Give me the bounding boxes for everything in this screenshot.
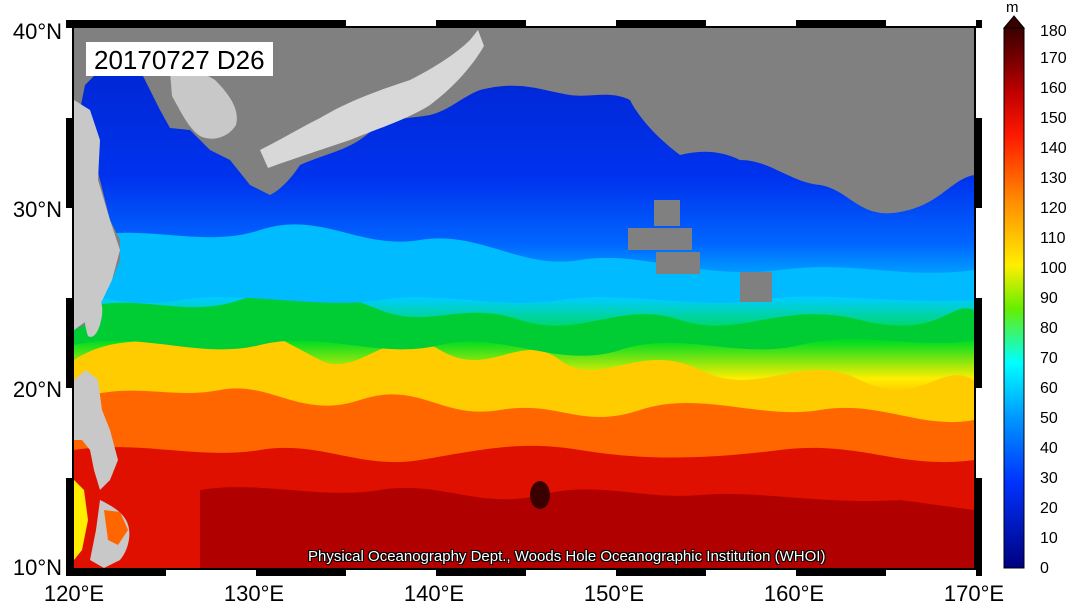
colorbar-tick: 150	[1040, 110, 1067, 127]
colorbar-tick: 10	[1040, 530, 1058, 547]
colorbar-tick: 50	[1040, 410, 1058, 427]
colorbar-tick: 110	[1040, 230, 1066, 247]
date-variable-label: 20170727 D26	[86, 42, 273, 76]
colorbar-tick: 160	[1040, 80, 1067, 97]
colorbar-tick: 80	[1040, 320, 1058, 337]
colorbar-tick: 70	[1040, 350, 1058, 367]
colorbar-tick: 120	[1040, 200, 1067, 217]
lon-label-140e: 140°E	[403, 581, 465, 606]
colorbar-tick: 20	[1040, 500, 1058, 517]
colorbar-tick: 0	[1040, 560, 1049, 577]
lon-label-160e: 160°E	[763, 581, 825, 606]
colorbar-tick: 180	[1040, 23, 1067, 40]
colorbar-tick: 170	[1040, 50, 1067, 67]
colorbar-tick: 140	[1040, 140, 1067, 157]
colorbar-tick: 100	[1040, 260, 1067, 277]
colorbar-tick: 130	[1040, 170, 1067, 187]
colorbar-tick: 60	[1040, 380, 1058, 397]
colorbar-tick: 30	[1040, 470, 1058, 487]
colorbar	[1002, 15, 1026, 569]
credit-text: Physical Oceanography Dept., Woods Hole …	[308, 548, 826, 565]
colorbar-tick: 40	[1040, 440, 1058, 457]
lon-label-170e: 170°E	[943, 581, 1005, 606]
lat-label-30n: 30°N	[12, 197, 62, 222]
colorbar-tick: 90	[1040, 290, 1058, 307]
colorbar-unit: m	[1006, 0, 1019, 16]
lon-label-150e: 150°E	[583, 581, 645, 606]
land-mask	[74, 28, 974, 568]
lat-label-10n: 10°N	[12, 555, 62, 580]
frame-ticks	[66, 20, 982, 576]
lat-label-40n: 40°N	[12, 19, 62, 44]
lon-label-130e: 130°E	[223, 581, 285, 606]
lon-label-120e: 120°E	[43, 581, 105, 606]
lat-label-20n: 20°N	[12, 377, 62, 402]
ocean-field	[74, 28, 974, 568]
